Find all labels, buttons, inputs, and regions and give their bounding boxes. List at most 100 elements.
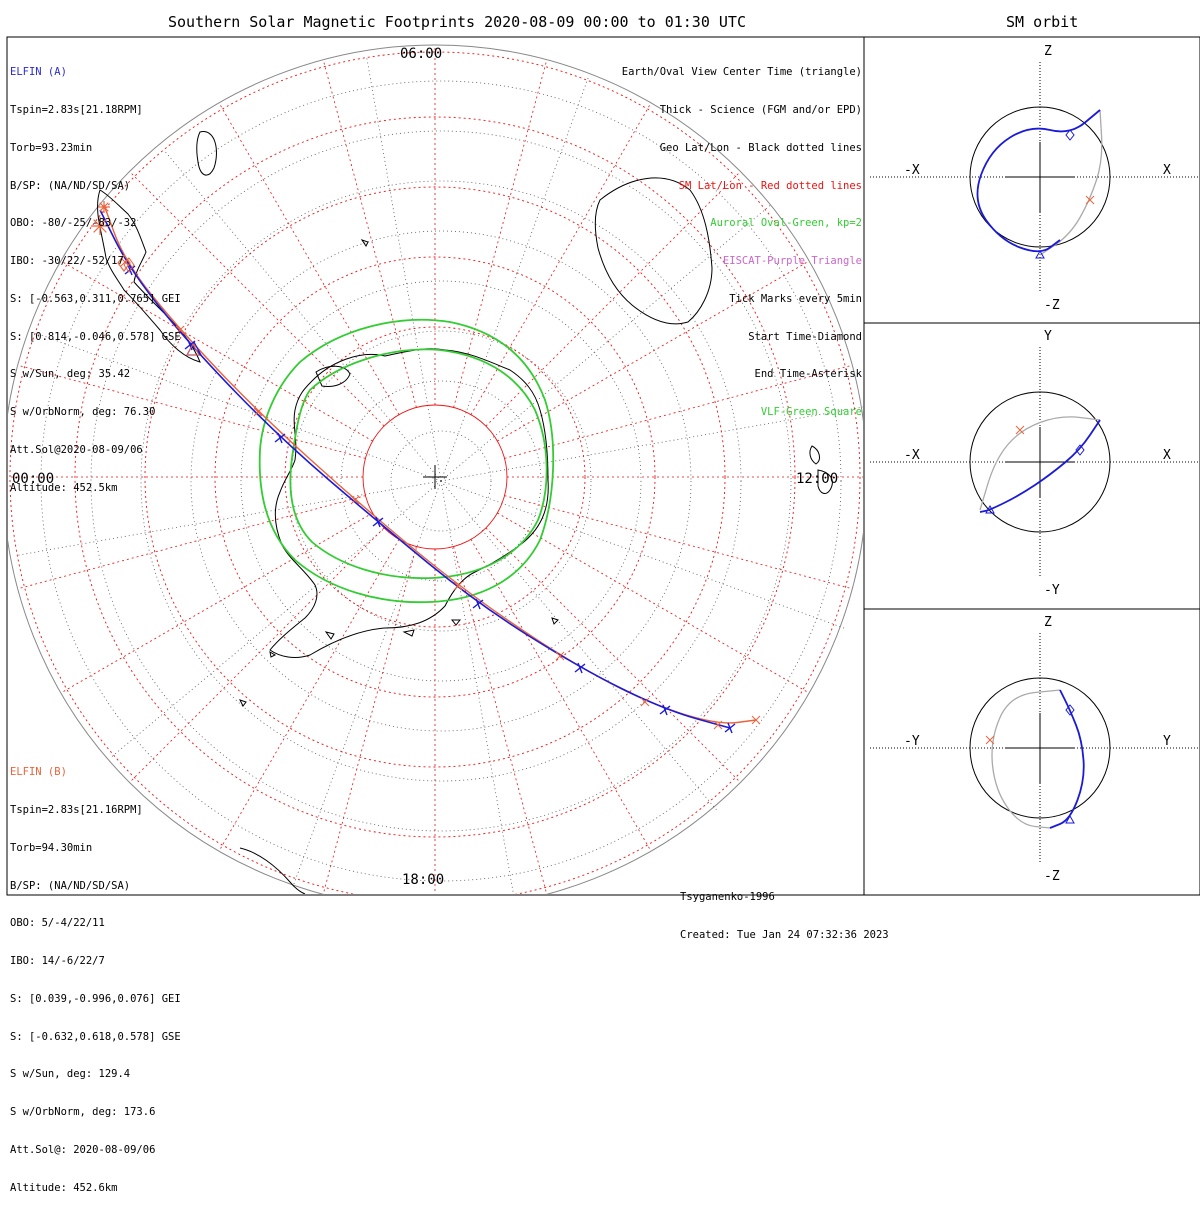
credit-block: Tsyganenko-1996 Created: Tue Jan 24 07:3… bbox=[680, 866, 889, 954]
probe-a-start-diamond bbox=[123, 257, 135, 273]
probe-b-line: B/SP: (NA/ND/SD/SA) bbox=[10, 879, 131, 892]
sm-mlt-meridian bbox=[323, 61, 417, 408]
orbit-axis-top-label: Z bbox=[1044, 44, 1052, 59]
sm-latitude-circle bbox=[9, 51, 861, 894]
kerguelen-coast bbox=[196, 131, 217, 176]
chart-title: Southern Solar Magnetic Footprints 2020-… bbox=[168, 13, 746, 31]
sm-mlt-meridian bbox=[323, 546, 417, 893]
orbit-frame bbox=[863, 36, 1200, 896]
probe-a-tick bbox=[475, 598, 481, 610]
orbit-axis-right-label: X bbox=[1163, 163, 1171, 178]
probe-a-line: B/SP: (NA/ND/SD/SA) bbox=[10, 179, 131, 192]
orbit-asterisk bbox=[985, 735, 995, 745]
auroral-oval bbox=[258, 318, 555, 604]
mlt-label-18: 18:00 bbox=[402, 872, 444, 888]
probe-b-line: OBO: 5/-4/22/11 bbox=[10, 917, 105, 930]
probe-a-line: OBO: -80/-25/-83/-32 bbox=[10, 217, 137, 230]
probe-b-tick bbox=[640, 697, 650, 707]
sm-orbit-panels: Z -Z -X X Y -Y -X X Z -Z -Y Y bbox=[870, 44, 1198, 884]
sm-latitude-circle bbox=[144, 186, 726, 768]
orbit-track-probe-a bbox=[1049, 689, 1085, 829]
orbit-start-diamond bbox=[1065, 704, 1075, 716]
mlt-label-06: 06:00 bbox=[400, 46, 442, 62]
probe-a-line: S: [0.814,-0.046,0.578] GSE bbox=[10, 330, 181, 343]
sm-mlt-meridian bbox=[504, 495, 851, 589]
geo-latitude-circle bbox=[290, 330, 592, 632]
probe-a-tick bbox=[277, 432, 283, 444]
orbit-asterisk bbox=[1085, 195, 1095, 205]
auroral-oval-inner bbox=[289, 348, 548, 580]
sm-grid bbox=[8, 47, 863, 894]
probe-b-info: ELFIN (B) Tspin=2.83s[21.16RPM] Torb=94.… bbox=[10, 741, 181, 1207]
mlt-labels: 06:00 00:00 12:00 18:00 bbox=[12, 46, 838, 888]
probe-b-line: S: [-0.632,0.618,0.578] GSE bbox=[10, 1030, 181, 1043]
orbit-axis-left-label: -X bbox=[904, 448, 920, 463]
probe-a-line: Altitude: 452.5km bbox=[10, 481, 118, 494]
probe-b-line: Torb=94.30min bbox=[10, 841, 93, 854]
sm-mlt-meridian bbox=[485, 527, 740, 782]
orbit-axis-bottom-label: -Y bbox=[1044, 583, 1060, 598]
probe-a-tick bbox=[577, 662, 583, 674]
probe-b-line: S: [0.039,-0.996,0.076] GEI bbox=[10, 992, 181, 1005]
probe-b-line: S w/OrbNorm, deg: 173.6 bbox=[10, 1106, 156, 1119]
probe-a-line: S w/OrbNorm, deg: 76.30 bbox=[10, 406, 156, 419]
small-islands bbox=[239, 239, 559, 707]
orbit-panel: Y -Y -X X bbox=[870, 329, 1198, 598]
legend-item: Earth/Oval View Center Time (triangle) bbox=[621, 66, 862, 79]
polar-map: 06:00 00:00 12:00 18:00 bbox=[8, 44, 863, 894]
legend-item: Geo Lat/Lon - Black dotted lines bbox=[659, 141, 862, 154]
orbit-panel: Z -Z -Y Y bbox=[870, 615, 1198, 884]
orbit-axis-right-label: Y bbox=[1163, 734, 1171, 749]
probe-a-line: Att.Sol@2020-08-09/06 bbox=[10, 444, 143, 456]
legend-item: Thick - Science (FGM and/or EPD) bbox=[659, 103, 862, 116]
legend-item: VLF-Green Square bbox=[760, 406, 862, 419]
geo-latitude-circle bbox=[390, 430, 492, 532]
geo-latitude-circle bbox=[190, 230, 692, 732]
orbit-track-gray bbox=[991, 689, 1061, 829]
probe-b-tick bbox=[175, 325, 185, 335]
coastlines bbox=[97, 131, 833, 894]
end-asterisk bbox=[99, 202, 109, 212]
orbit-axis-top-label: Y bbox=[1044, 329, 1052, 344]
auroral-oval-outer bbox=[258, 318, 555, 604]
probe-b-line: IBO: 14/-6/22/7 bbox=[10, 955, 105, 968]
africa-coast bbox=[239, 847, 306, 894]
orbit-axis-right-label: X bbox=[1163, 448, 1171, 463]
geo-meridian bbox=[366, 57, 442, 482]
geo-meridian bbox=[164, 151, 442, 482]
orbit-panel: Z -Z -X X bbox=[870, 44, 1198, 313]
probe-a-line: Torb=93.23min bbox=[10, 141, 93, 154]
mlt-label-00: 00:00 bbox=[12, 471, 54, 487]
probe-a-line: S: [-0.563,0.311,0.765] GEI bbox=[10, 292, 181, 305]
probe-a-line: S w/Sun, deg: 35.42 bbox=[10, 368, 131, 381]
probe-a-line: Tspin=2.83s[21.18RPM] bbox=[10, 103, 143, 116]
orbit-center-triangle bbox=[985, 504, 995, 514]
probe-b-tick bbox=[350, 495, 360, 505]
model-name: Tsyganenko-1996 bbox=[680, 891, 775, 904]
sm-latitude-circle bbox=[284, 326, 586, 628]
legend-item: EISCAT-Purple Triangle bbox=[722, 255, 862, 268]
south-america-coast bbox=[97, 189, 201, 363]
legend-item: SM Lat/Lon - Red dotted lines bbox=[678, 179, 862, 192]
end-asterisk bbox=[93, 219, 107, 233]
probe-a-tick bbox=[375, 516, 381, 528]
sm-mlt-meridian bbox=[453, 546, 547, 893]
geo-meridian bbox=[440, 480, 846, 629]
orbit-axis-left-label: -Y bbox=[904, 734, 920, 749]
probe-b-name: ELFIN (B) bbox=[10, 766, 67, 779]
probe-a-tick bbox=[187, 339, 193, 351]
orbit-center-triangle bbox=[1065, 814, 1075, 824]
geo-latitude-circle bbox=[340, 380, 542, 582]
probe-b-line: Tspin=2.83s[21.16RPM] bbox=[10, 803, 143, 816]
antarctica-coast bbox=[269, 348, 549, 658]
legend: Earth/Oval View Center Time (triangle) T… bbox=[622, 41, 862, 431]
orbit-axis-bottom-label: -Z bbox=[1044, 298, 1060, 313]
geo-latitude-circle bbox=[90, 130, 792, 832]
australia-coast bbox=[594, 177, 713, 325]
probe-b-tick bbox=[453, 581, 463, 591]
probe-b-center-triangle bbox=[186, 342, 200, 356]
probe-a-tick bbox=[662, 704, 668, 716]
probe-b-tick bbox=[751, 715, 761, 725]
geo-meridian bbox=[440, 76, 589, 482]
probe-b-start-diamond bbox=[117, 254, 131, 272]
